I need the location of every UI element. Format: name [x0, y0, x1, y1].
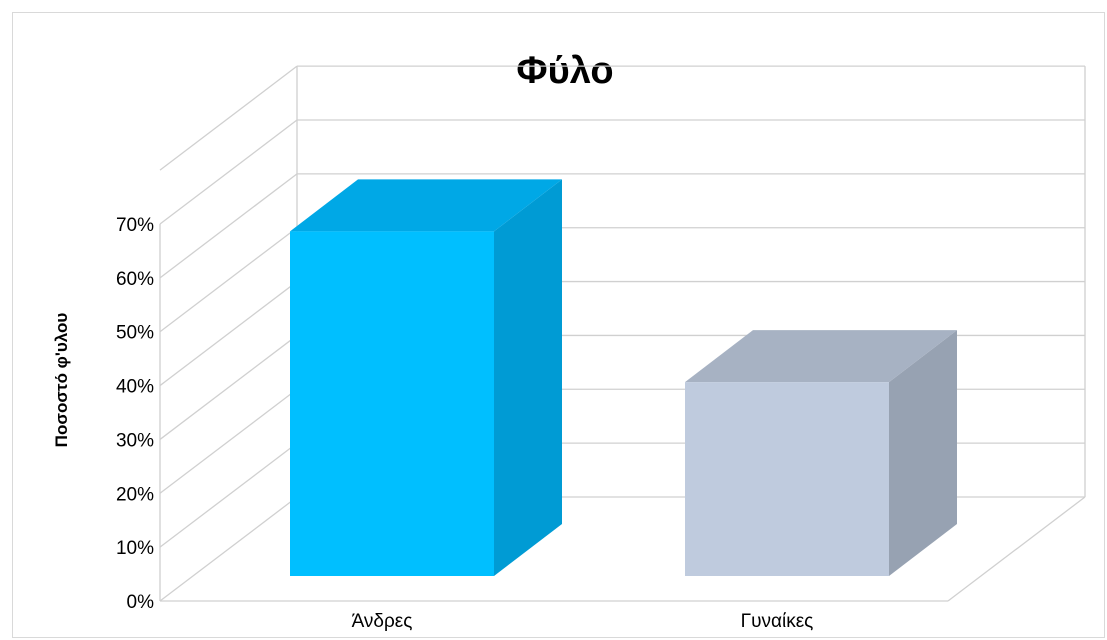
y-tick-label: 0% — [127, 592, 155, 613]
bar — [290, 231, 494, 577]
bar-top — [290, 179, 562, 232]
side-wall-gridline — [159, 442, 298, 548]
side-wall-gridline — [159, 388, 298, 494]
bars — [290, 179, 957, 577]
y-axis-label: Ποσοστό φ'υλου — [52, 313, 71, 448]
y-tick-label: 20% — [116, 484, 154, 505]
floor-right-edge — [947, 496, 1086, 602]
side-wall-gridline — [159, 334, 298, 440]
y-tick-label: 60% — [116, 269, 154, 290]
y-tick-label: 10% — [116, 538, 154, 559]
y-tick-label: 30% — [116, 430, 154, 451]
side-wall-gridline — [159, 281, 298, 387]
y-axis-ticks: 0% 10% 20% 30% 40% 50% 60% 70% — [116, 215, 154, 613]
side-wall-gridline — [159, 227, 298, 333]
chart-title: Φύλο — [516, 50, 613, 92]
y-tick-label: 70% — [116, 215, 154, 236]
side-wall-gridline — [159, 173, 298, 279]
y-tick-label: 50% — [116, 323, 154, 344]
y-tick-label: 40% — [116, 377, 154, 398]
x-category-label: Γυναίκες — [741, 611, 814, 632]
bar-top — [685, 330, 957, 383]
side-wall-gridline — [159, 119, 298, 225]
x-axis-categories: Άνδρες Γυναίκες — [352, 611, 814, 632]
side-wall-gridline — [159, 65, 298, 171]
bar — [685, 382, 889, 576]
side-wall-gridline — [159, 496, 298, 602]
bar-side — [889, 330, 957, 576]
bar-side — [494, 179, 562, 577]
x-category-label: Άνδρες — [352, 611, 413, 632]
